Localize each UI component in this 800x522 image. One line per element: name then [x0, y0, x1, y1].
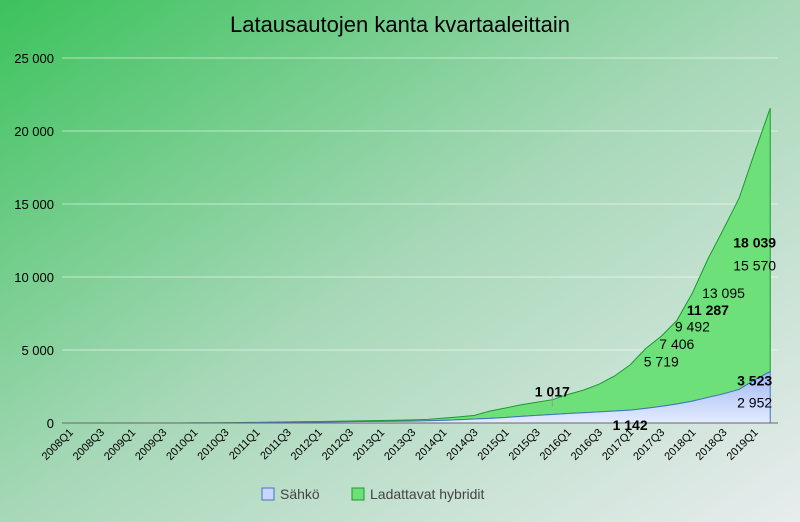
data-label: 13 095 — [702, 285, 745, 301]
chart-title: Latausautojen kanta kvartaaleittain — [230, 12, 570, 37]
y-tick-label: 20 000 — [14, 124, 54, 139]
y-tick-label: 5 000 — [21, 343, 54, 358]
data-label: 2 952 — [737, 395, 772, 411]
data-label: 5 719 — [644, 354, 679, 370]
y-axis: 0 5 000 10 000 15 000 20 000 25 000 — [14, 51, 54, 431]
legend-label: Ladattavat hybridit — [370, 486, 485, 502]
data-label: 3 523 — [737, 373, 772, 389]
data-label: 18 039 — [733, 235, 776, 251]
data-label: 7 406 — [659, 336, 694, 352]
y-tick-label: 10 000 — [14, 270, 54, 285]
legend-swatch — [351, 487, 365, 501]
data-label: 1 017 — [535, 384, 570, 400]
data-label: 1 142 — [613, 417, 648, 433]
data-label: 9 492 — [675, 319, 710, 335]
y-tick-label: 15 000 — [14, 197, 54, 212]
legend: Sähkö Ladattavat hybridit — [261, 486, 485, 502]
data-label: 15 570 — [733, 257, 776, 273]
y-tick-label: 0 — [47, 416, 54, 431]
legend-swatch — [261, 487, 275, 501]
y-tick-label: 25 000 — [14, 51, 54, 66]
data-label: 11 287 — [687, 302, 729, 318]
legend-label: Sähkö — [280, 486, 320, 502]
